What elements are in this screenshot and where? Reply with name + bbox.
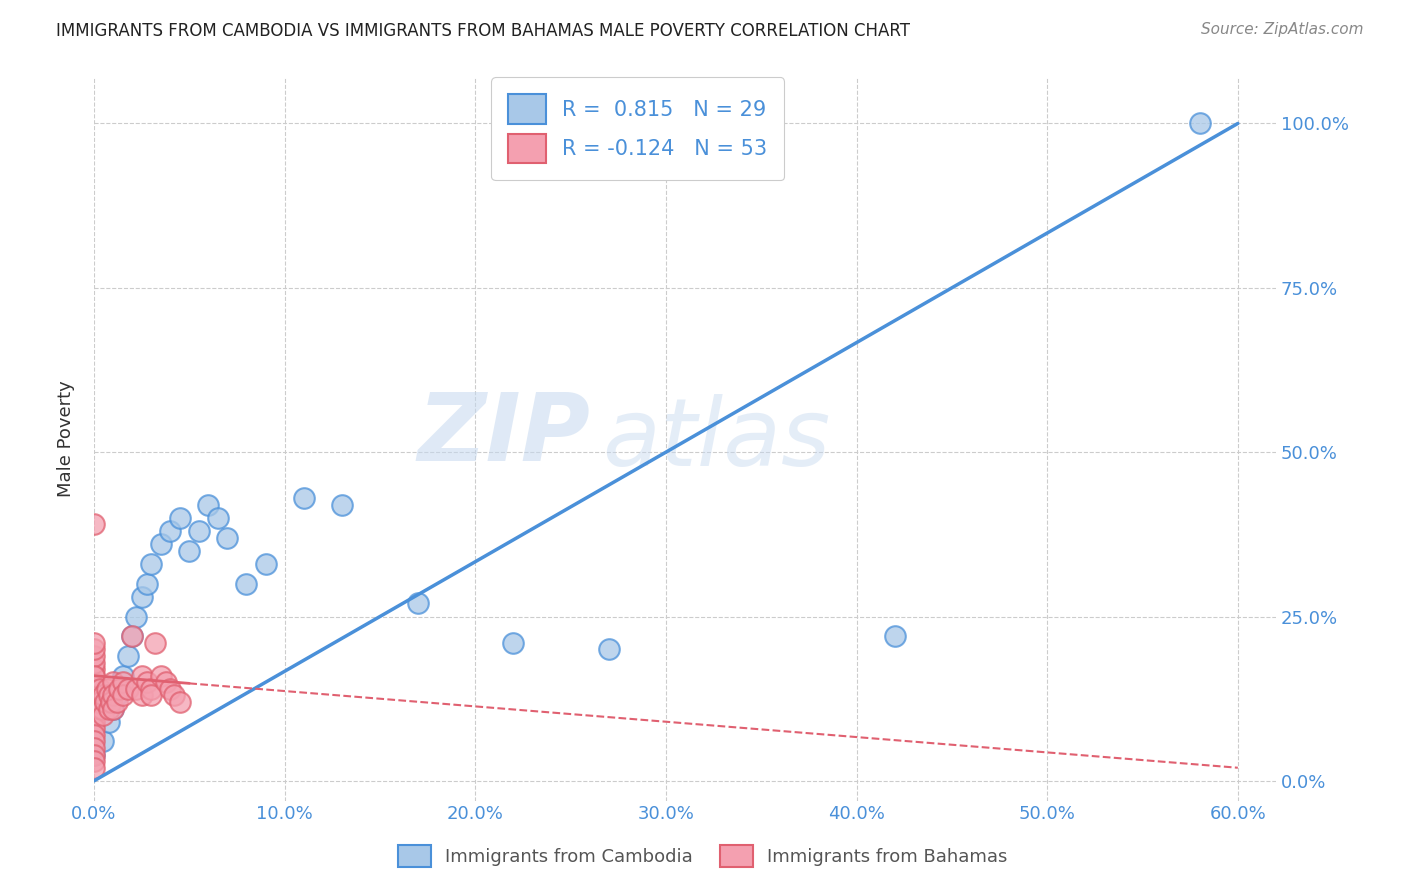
Point	[83, 721, 105, 735]
Point	[131, 689, 153, 703]
Point	[83, 636, 105, 650]
Point	[83, 648, 105, 663]
Point	[83, 669, 105, 683]
Point	[83, 761, 105, 775]
Point	[235, 576, 257, 591]
Point	[93, 708, 115, 723]
Point	[83, 734, 105, 748]
Point	[502, 636, 524, 650]
Point	[83, 689, 105, 703]
Point	[179, 543, 201, 558]
Point	[98, 701, 121, 715]
Point	[94, 695, 117, 709]
Point	[93, 734, 115, 748]
Point	[125, 681, 148, 696]
Point	[98, 689, 121, 703]
Point	[101, 701, 124, 715]
Point	[83, 517, 105, 532]
Point	[105, 695, 128, 709]
Point	[111, 669, 134, 683]
Point	[163, 689, 186, 703]
Point	[136, 576, 159, 591]
Point	[101, 689, 124, 703]
Point	[169, 695, 191, 709]
Point	[131, 669, 153, 683]
Point	[107, 681, 129, 696]
Legend: R =  0.815   N = 29, R = -0.124   N = 53: R = 0.815 N = 29, R = -0.124 N = 53	[491, 78, 785, 180]
Point	[149, 669, 172, 683]
Point	[83, 681, 105, 696]
Point	[90, 701, 112, 715]
Legend: Immigrants from Cambodia, Immigrants from Bahamas: Immigrants from Cambodia, Immigrants fro…	[391, 838, 1015, 874]
Point	[197, 498, 219, 512]
Point	[83, 701, 105, 715]
Point	[217, 531, 239, 545]
Point	[330, 498, 353, 512]
Point	[254, 557, 277, 571]
Point	[83, 728, 105, 742]
Point	[83, 695, 105, 709]
Point	[149, 537, 172, 551]
Point	[143, 636, 166, 650]
Point	[121, 629, 143, 643]
Point	[83, 656, 105, 670]
Point	[292, 491, 315, 506]
Point	[159, 681, 181, 696]
Point	[883, 629, 905, 643]
Point	[136, 675, 159, 690]
Point	[155, 675, 177, 690]
Point	[187, 524, 209, 538]
Point	[125, 609, 148, 624]
Point	[117, 648, 139, 663]
Text: ZIP: ZIP	[418, 390, 591, 482]
Point	[83, 754, 105, 768]
Point	[169, 511, 191, 525]
Point	[207, 511, 229, 525]
Point	[111, 689, 134, 703]
Point	[117, 681, 139, 696]
Point	[100, 695, 122, 709]
Point	[105, 689, 128, 703]
Point	[139, 557, 162, 571]
Point	[83, 708, 105, 723]
Point	[89, 681, 111, 696]
Point	[131, 590, 153, 604]
Text: IMMIGRANTS FROM CAMBODIA VS IMMIGRANTS FROM BAHAMAS MALE POVERTY CORRELATION CHA: IMMIGRANTS FROM CAMBODIA VS IMMIGRANTS F…	[56, 22, 910, 40]
Point	[89, 695, 111, 709]
Point	[83, 747, 105, 762]
Point	[139, 681, 162, 696]
Point	[139, 689, 162, 703]
Point	[101, 675, 124, 690]
Point	[101, 701, 124, 715]
Point	[1188, 116, 1211, 130]
Point	[83, 741, 105, 756]
Point	[96, 681, 118, 696]
Point	[98, 714, 121, 729]
Text: Source: ZipAtlas.com: Source: ZipAtlas.com	[1201, 22, 1364, 37]
Point	[83, 747, 105, 762]
Point	[121, 629, 143, 643]
Point	[406, 596, 429, 610]
Point	[83, 675, 105, 690]
Y-axis label: Male Poverty: Male Poverty	[58, 381, 75, 498]
Point	[93, 689, 115, 703]
Point	[159, 524, 181, 538]
Point	[83, 669, 105, 683]
Point	[83, 662, 105, 676]
Point	[598, 642, 620, 657]
Point	[111, 675, 134, 690]
Point	[83, 642, 105, 657]
Point	[83, 714, 105, 729]
Text: atlas: atlas	[602, 393, 831, 484]
